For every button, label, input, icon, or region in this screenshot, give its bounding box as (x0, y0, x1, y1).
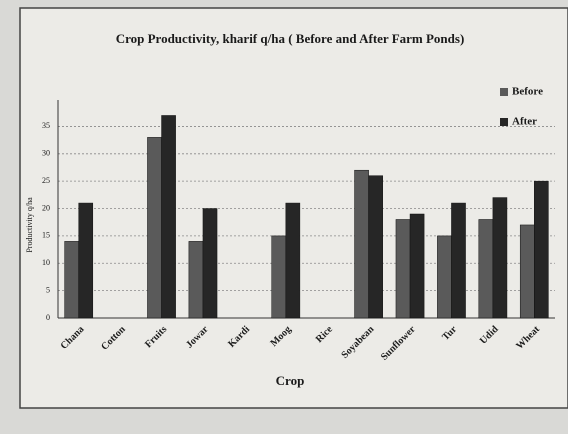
bar (478, 219, 494, 319)
legend-label: After (512, 116, 537, 128)
bar (519, 224, 535, 319)
bar (395, 219, 411, 319)
legend-label: Before (512, 86, 543, 98)
bar (202, 208, 218, 319)
y-tick-label: 0 (46, 313, 50, 322)
bar (188, 241, 204, 319)
legend-swatch (500, 88, 508, 96)
bar (354, 169, 369, 319)
bar (437, 235, 452, 319)
legend-swatch (500, 118, 508, 126)
chart-title: Crop Productivity, kharif q/ha ( Before … (116, 31, 465, 46)
bar (147, 137, 162, 319)
bar (271, 235, 287, 319)
y-tick-label: 30 (42, 149, 50, 158)
y-axis-label: Productivity q/ha (25, 197, 34, 253)
y-tick-label: 25 (42, 176, 50, 185)
bar (451, 202, 466, 319)
y-tick-label: 5 (46, 285, 50, 294)
bar (78, 202, 94, 319)
bar (409, 213, 425, 319)
bar (64, 241, 79, 319)
y-tick-label: 15 (42, 231, 50, 240)
bar (492, 197, 508, 319)
bar (161, 115, 176, 319)
y-tick-label: 10 (42, 258, 50, 267)
bar (368, 175, 383, 319)
bar (534, 180, 549, 319)
bar (285, 202, 301, 319)
y-tick-label: 35 (42, 121, 50, 130)
y-tick-label: 20 (42, 203, 50, 212)
x-axis-label: Crop (276, 373, 305, 388)
